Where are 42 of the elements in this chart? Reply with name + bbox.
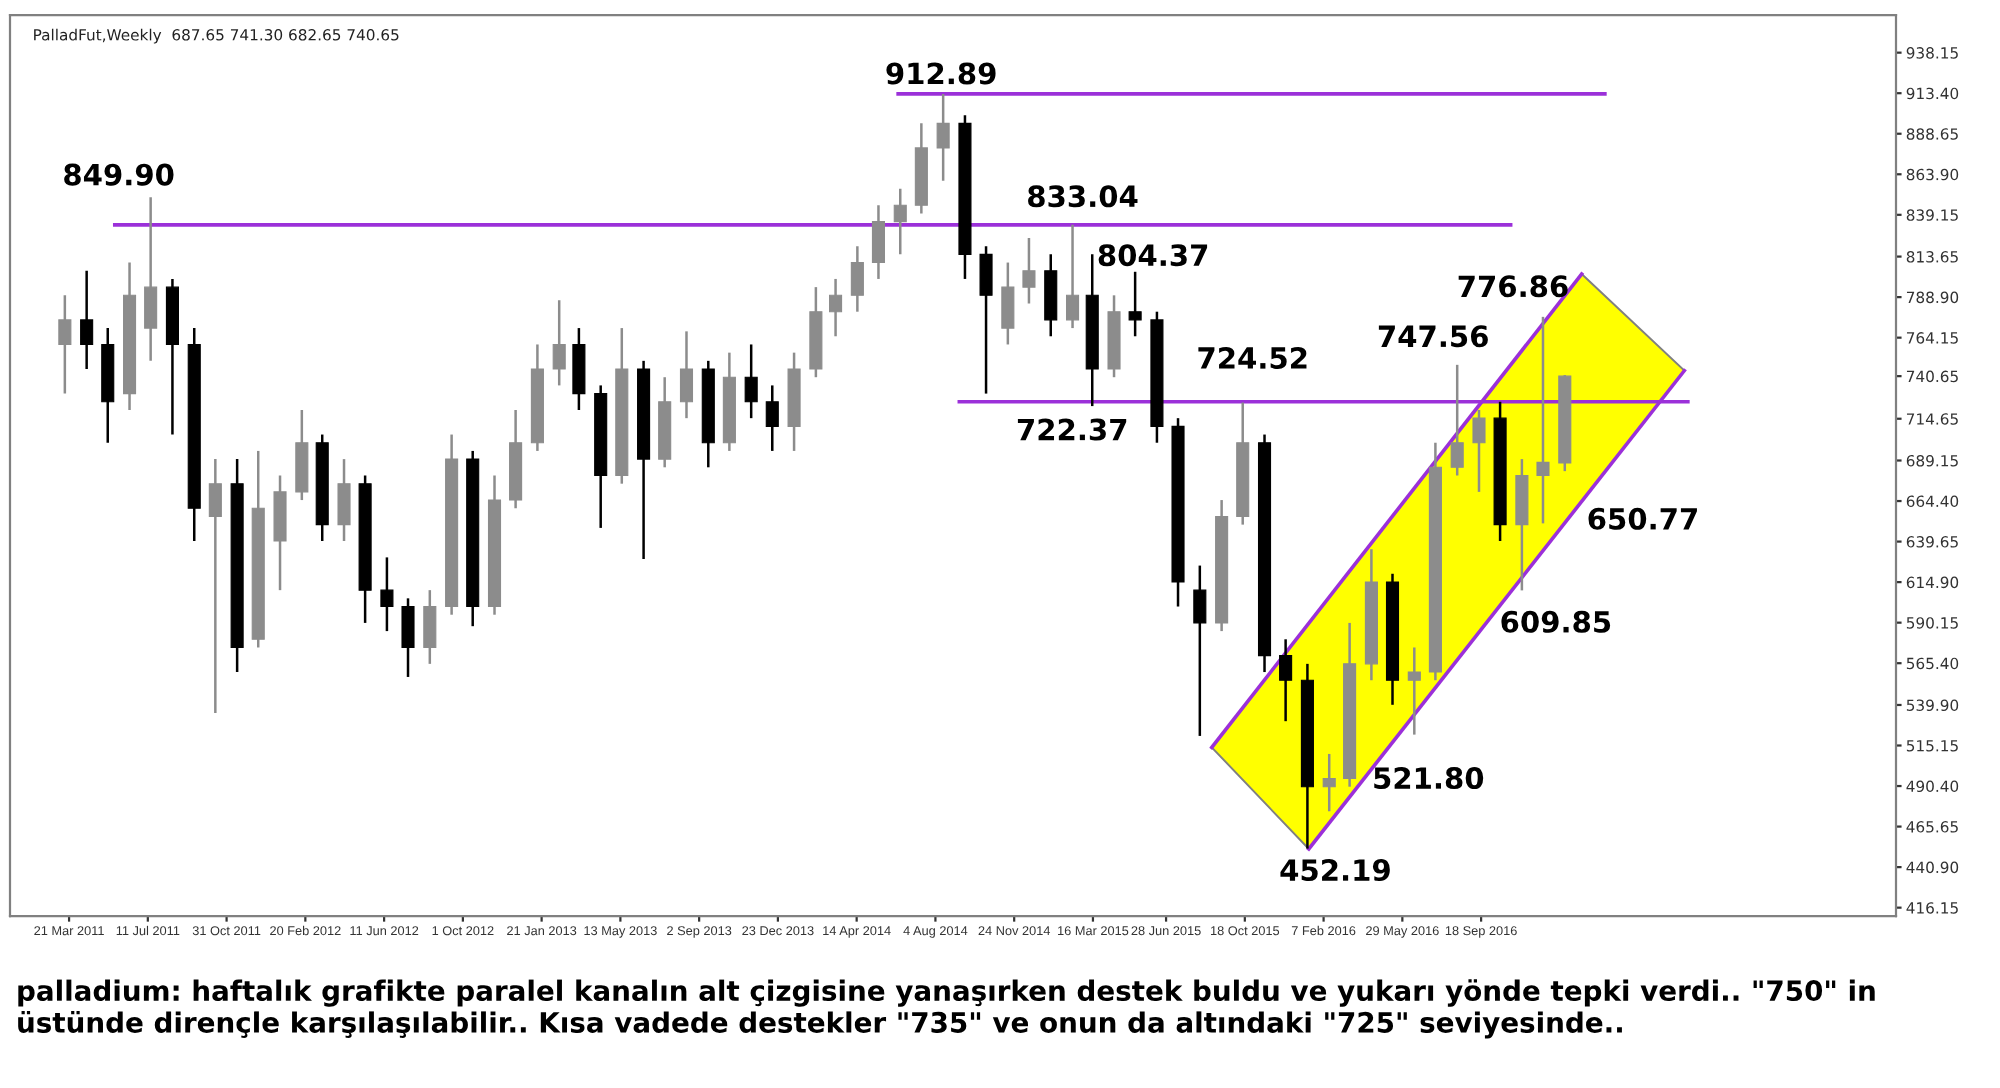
candlestick xyxy=(979,244,993,395)
candlestick xyxy=(337,457,351,543)
candlestick xyxy=(1001,261,1015,346)
text: palladium: haftalık grafikte paralel kanalın alt çizgisine yanaşırken destek buldu ve yukarı yönde tepki verdi.. "750" in üstünde dirençle karşılaşılabilir.. Kısa vadede destekler "735" ve onun da altındaki "725" seviyesinde.. xyxy=(18,979,1875,1039)
candlestick xyxy=(401,597,415,679)
annotation: 609.85 xyxy=(1501,610,1611,633)
candlestick xyxy=(1450,363,1464,477)
candlestick xyxy=(144,195,158,363)
candlestick xyxy=(679,330,694,420)
candlestick xyxy=(380,556,394,633)
candlestick xyxy=(208,457,222,715)
candlestick xyxy=(829,277,843,338)
candlestick xyxy=(1322,752,1336,813)
candlestick xyxy=(936,92,950,182)
annotation: 776.86 xyxy=(1458,275,1568,298)
candlestick xyxy=(893,187,907,256)
candlestick xyxy=(1279,638,1293,723)
candlestick xyxy=(1407,646,1421,736)
annotation: 724.52 xyxy=(1198,346,1307,370)
annotation: 650.77 xyxy=(1588,507,1697,530)
candlestick xyxy=(1536,315,1550,525)
annotation: 452.19 xyxy=(1280,859,1390,882)
candlestick xyxy=(871,203,886,281)
annotation: 833.04 xyxy=(1028,185,1138,208)
candlestick xyxy=(765,384,779,453)
candlestick xyxy=(58,294,72,395)
candlestick xyxy=(1022,236,1036,305)
candlestick xyxy=(1193,564,1207,738)
candlestick xyxy=(80,269,94,371)
candlestick xyxy=(423,588,437,666)
annotation: 912.89 xyxy=(886,62,996,85)
annotation: 804.37 xyxy=(1098,244,1208,267)
candlestick xyxy=(552,298,566,387)
candlestick xyxy=(1065,223,1080,330)
candlestick xyxy=(1472,408,1486,494)
annotation: 521.80 xyxy=(1374,767,1484,790)
candlestick xyxy=(1128,270,1142,338)
candlestick xyxy=(850,244,864,313)
annotation: 747.56 xyxy=(1378,325,1488,348)
candlestick xyxy=(744,343,758,420)
annotation: 849.90 xyxy=(64,163,174,186)
annotation: 722.37 xyxy=(1017,418,1127,441)
